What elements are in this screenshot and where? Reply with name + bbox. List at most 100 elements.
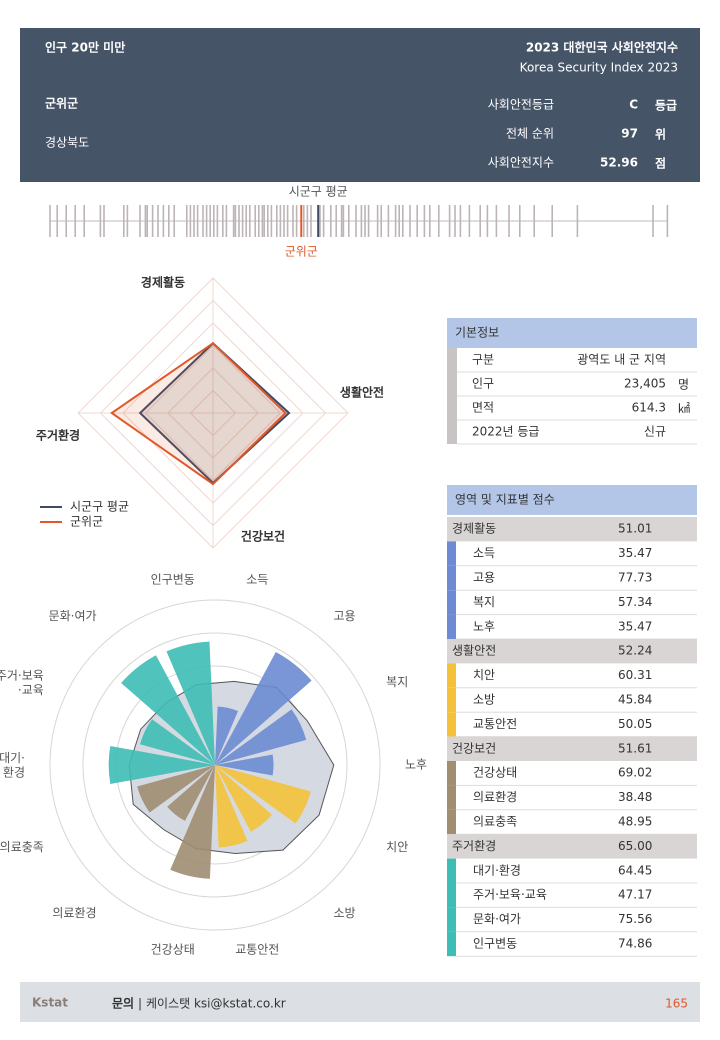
region: 군위군 — [45, 97, 78, 111]
summary-unit: 등급 — [655, 99, 677, 113]
item-score: 74.86 — [618, 937, 652, 951]
item-name: 의료환경 — [473, 790, 517, 804]
item-bar — [447, 541, 456, 566]
item-name: 의료충족 — [473, 815, 517, 829]
item-bar — [447, 809, 456, 835]
header-bg — [20, 28, 700, 182]
row-value: 신규 — [644, 425, 666, 439]
item-score: 47.17 — [618, 888, 652, 902]
row-unit: ㎢ — [678, 402, 690, 416]
polar-bar — [215, 765, 248, 848]
table-title: 영역 및 지표별 점수 — [455, 493, 555, 507]
item-bar — [447, 614, 456, 639]
polar-label: 복지 — [386, 675, 408, 689]
item-name: 소득 — [473, 546, 495, 560]
radar-axis-label: 경제활동 — [141, 275, 185, 290]
item-bar — [447, 883, 456, 908]
item-name: 노후 — [473, 619, 495, 633]
polar-label: 건강상태 — [151, 943, 195, 957]
summary-value: 97 — [621, 127, 638, 141]
item-score: 77.73 — [618, 571, 652, 585]
polar-ring — [82, 632, 348, 898]
radar-axis-label: 주거환경 — [36, 428, 80, 443]
item-name: 문화·여가 — [473, 912, 521, 926]
radar-series — [109, 341, 287, 486]
item-name: 건강상태 — [473, 766, 517, 780]
polar-bar — [215, 709, 307, 765]
polar-label: 의료환경 — [52, 906, 96, 920]
row-label: 구분 — [472, 353, 494, 367]
item-score: 69.02 — [618, 766, 652, 780]
item-score: 35.47 — [618, 546, 652, 560]
summary-value: C — [629, 98, 638, 112]
summary-unit: 점 — [655, 156, 666, 171]
row-label: 인구 — [472, 377, 494, 391]
item-bar — [447, 907, 456, 932]
group-score: 65.00 — [618, 839, 652, 853]
radar-axis-label: 건강보건 — [241, 529, 285, 544]
item-name: 복지 — [473, 595, 495, 609]
item-score: 64.45 — [618, 863, 652, 877]
separator: | — [138, 997, 142, 1011]
polar-bar — [121, 655, 215, 765]
item-score: 45.84 — [618, 693, 652, 707]
province: 경상북도 — [45, 136, 89, 150]
item-score: 60.31 — [618, 668, 652, 682]
item-name: 대기·환경 — [473, 863, 521, 877]
item-name: 교통안전 — [473, 717, 517, 731]
polar-label: 소방 — [333, 906, 355, 920]
logo: Kstat — [32, 996, 68, 1010]
polar-bar — [167, 765, 215, 821]
item-bar — [447, 785, 456, 810]
item-name: 고용 — [473, 571, 495, 585]
item-bar — [447, 590, 456, 615]
item-bar — [447, 761, 456, 786]
table-header — [447, 485, 697, 515]
polar-bar — [108, 746, 215, 784]
group-row — [447, 639, 697, 664]
polar-bar — [215, 765, 311, 824]
group-row — [447, 517, 697, 542]
item-name: 인구변동 — [473, 937, 517, 951]
polar-bar — [215, 706, 239, 765]
polar-label: 치안 — [386, 840, 408, 854]
group-score: 51.01 — [618, 522, 652, 536]
item-name: 치안 — [473, 668, 495, 682]
polar-bar — [170, 765, 215, 879]
summary-label: 사회안전등급 — [488, 98, 554, 112]
row-bar — [447, 372, 457, 396]
summary-unit: 위 — [655, 128, 666, 142]
polar-label: 노후 — [405, 758, 427, 772]
polar-bar — [215, 754, 274, 776]
contact-label: 문의 — [112, 996, 134, 1011]
summary-value: 52.96 — [600, 156, 638, 170]
group-row — [447, 834, 697, 859]
group-score: 52.24 — [618, 644, 652, 658]
item-score: 75.56 — [618, 912, 652, 926]
page-number: 165 — [665, 997, 688, 1011]
polar-bar — [166, 641, 215, 765]
polar-label: 고용 — [333, 609, 355, 623]
strip-marker-label: 시군구 평균 — [289, 185, 348, 199]
report-subtitle: Korea Security Index 2023 — [520, 61, 678, 75]
row-bar — [447, 348, 457, 372]
polar-label: 대기· 환경 — [0, 751, 25, 779]
item-name: 주거·보육·교육 — [473, 888, 547, 902]
radar-axis-label: 생활안전 — [340, 385, 384, 400]
polar-bar — [215, 652, 312, 765]
polar-bar — [139, 719, 215, 765]
polar-bar — [137, 765, 215, 813]
item-name: 소방 — [473, 693, 495, 707]
group-name: 생활안전 — [452, 644, 496, 658]
item-score: 48.95 — [618, 815, 652, 829]
row-label: 2022년 등급 — [472, 425, 539, 439]
polar-ring — [49, 599, 381, 931]
row-label: 면적 — [472, 401, 494, 415]
row-bar — [447, 396, 457, 420]
polar-label: 인구변동 — [151, 572, 195, 586]
row-unit: 명 — [678, 378, 689, 392]
row-value: 광역도 내 군 지역 — [577, 353, 666, 367]
row-bar — [447, 420, 457, 444]
strip-marker-label: 군위군 — [285, 245, 318, 259]
footer-bg — [20, 982, 700, 1022]
